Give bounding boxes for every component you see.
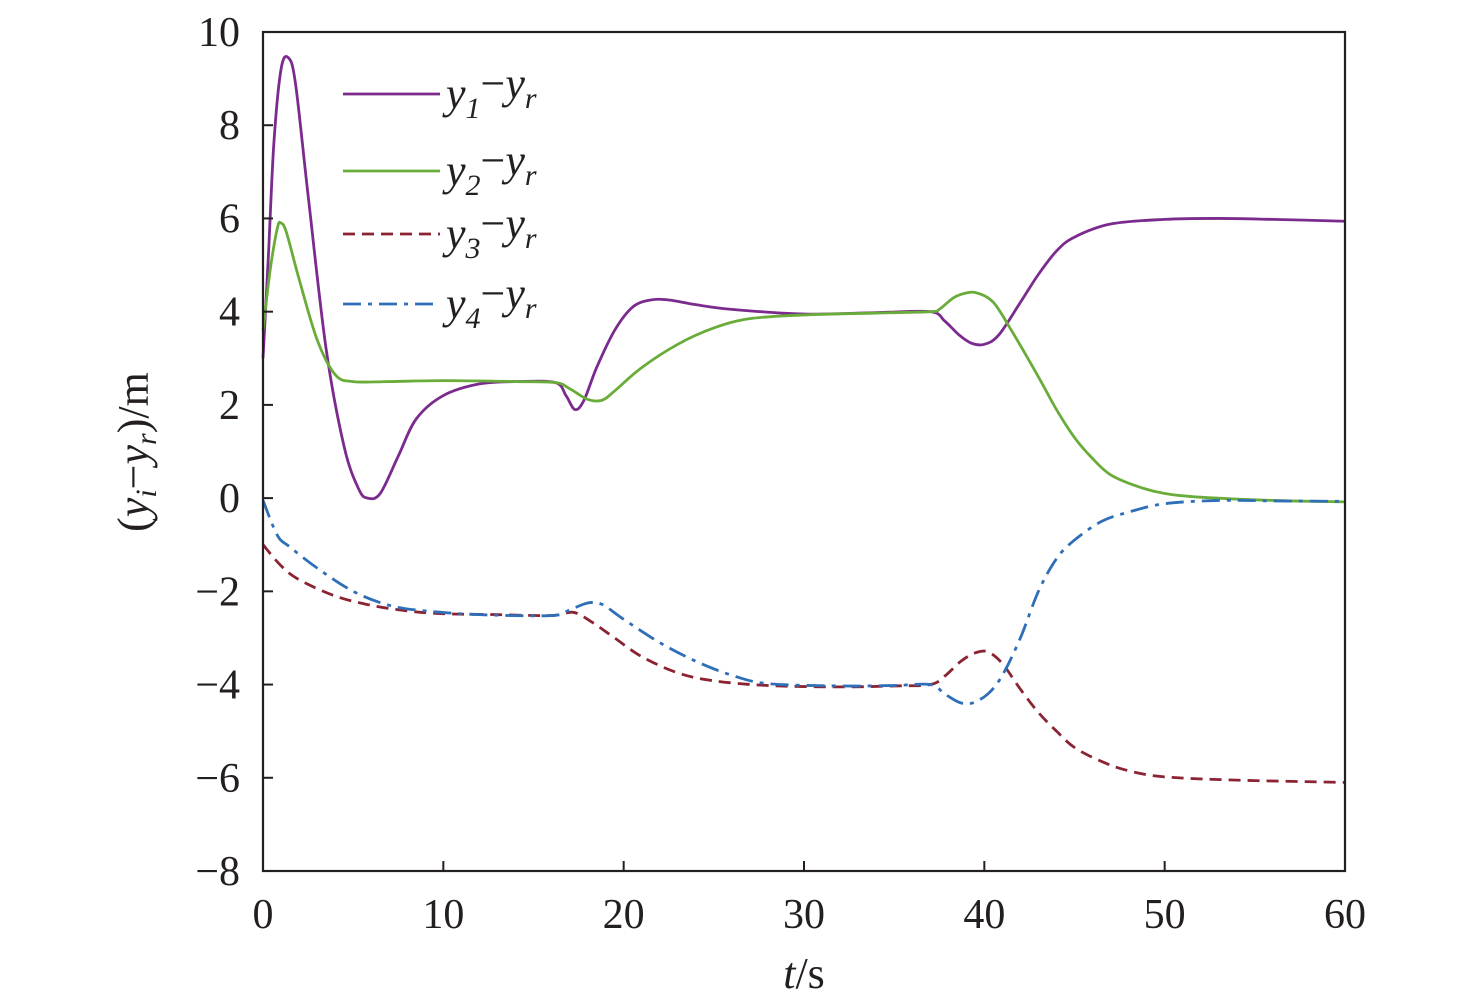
plot-frame xyxy=(261,30,1347,873)
x-tick-label: 10 xyxy=(422,892,464,938)
legend-label-y3: y3−yr xyxy=(442,199,537,265)
x-tick-label: 0 xyxy=(253,892,274,938)
series-line-y1 xyxy=(261,55,1346,501)
x-tick-label: 60 xyxy=(1324,892,1366,938)
y-tick-label: 0 xyxy=(219,476,240,522)
y-tick-label: 10 xyxy=(198,10,240,56)
y-tick-label: 4 xyxy=(219,290,240,336)
series-line-y2 xyxy=(261,220,1346,504)
x-axis-ticks: 0 10 20 30 40 50 60 xyxy=(253,861,1366,938)
y-axis-label: (yi−yr)/m xyxy=(109,372,163,532)
series-line-y3 xyxy=(261,543,1346,784)
legend-label-y2: y2−yr xyxy=(442,136,537,202)
y-axis-ticks: −8 −6 −4 −2 0 2 4 6 8 10 xyxy=(195,10,273,895)
y-tick-label: 2 xyxy=(219,383,240,429)
y-tick-label: 8 xyxy=(219,103,240,149)
series-layer xyxy=(261,55,1346,784)
series-line-y4 xyxy=(261,498,1346,706)
x-tick-label: 40 xyxy=(963,892,1005,938)
legend-label-y4: y4−yr xyxy=(442,269,537,335)
x-axis-label: t/s xyxy=(783,949,825,998)
x-tick-label: 30 xyxy=(783,892,825,938)
y-tick-label: −4 xyxy=(195,663,240,709)
x-tick-label: 20 xyxy=(603,892,645,938)
legend-label-y1: y1−yr xyxy=(442,59,537,125)
y-tick-label: −6 xyxy=(195,756,240,802)
y-tick-label: −2 xyxy=(195,569,240,615)
x-tick-label: 50 xyxy=(1144,892,1186,938)
y-tick-label: 6 xyxy=(219,196,240,242)
y-tick-label: −8 xyxy=(195,849,240,895)
